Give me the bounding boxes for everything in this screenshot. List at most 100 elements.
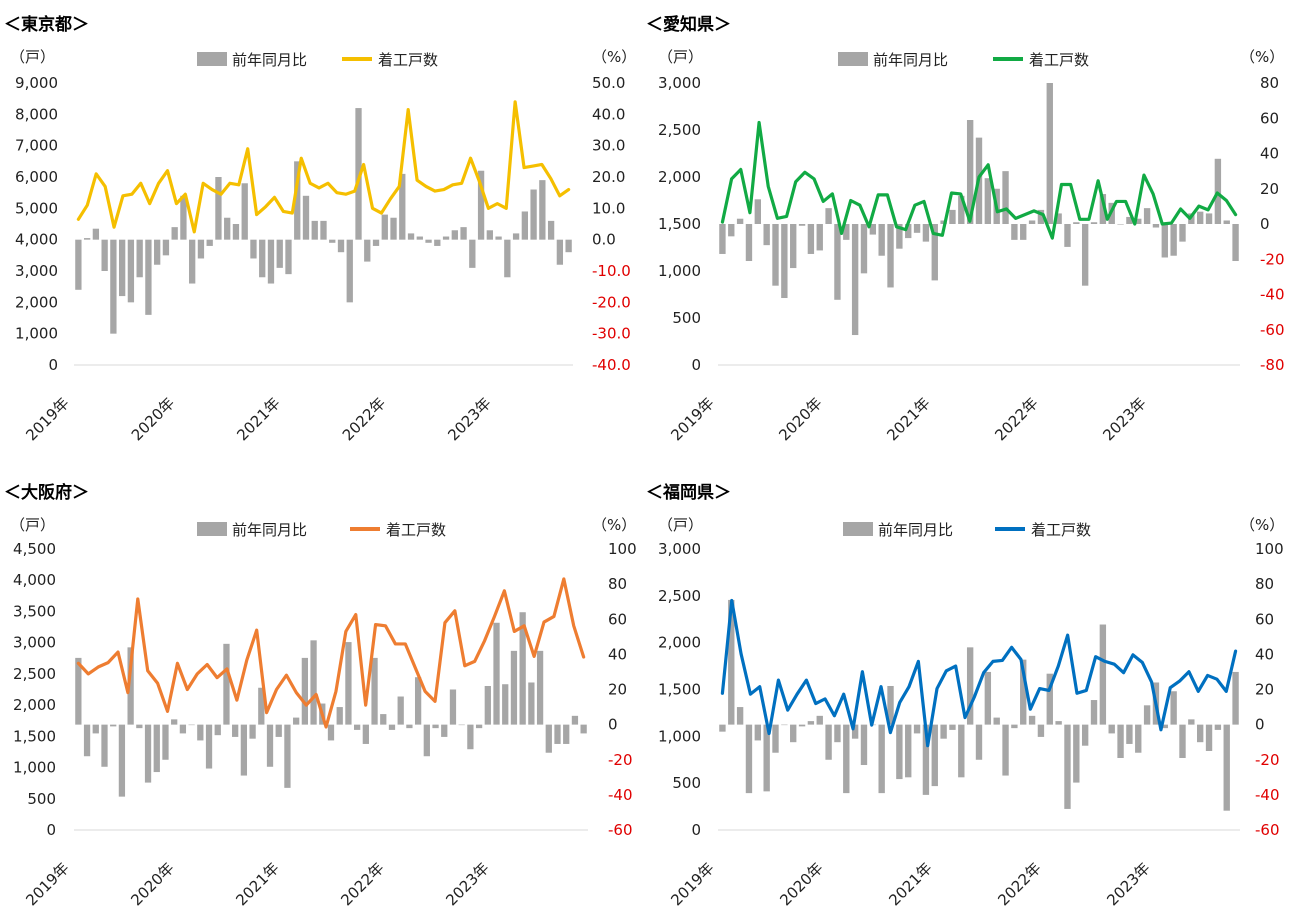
right-tick-label: -60 <box>608 821 633 839</box>
yoy-bar <box>563 724 570 744</box>
yoy-bar <box>258 687 265 725</box>
yoy-bar <box>1055 213 1062 224</box>
legend-bar-label: 前年同月比 <box>873 51 948 69</box>
yoy-bar <box>372 239 380 246</box>
yoy-bar <box>495 236 502 240</box>
yoy-bar <box>719 224 726 254</box>
yoy-bar <box>136 724 143 729</box>
yoy-bar <box>878 724 885 794</box>
yoy-bar <box>1214 158 1222 224</box>
yoy-bar <box>188 724 195 726</box>
chart-osaka: ＜大阪府＞ （戸） （%） 前年同月比 着工戸数 4,500 4,000 3,500… <box>4 482 637 909</box>
yoy-bar <box>772 724 779 753</box>
yoy-bar <box>528 682 535 725</box>
yoy-bar <box>530 189 537 240</box>
left-tick-label: 0 <box>691 821 701 839</box>
right-tick-label: -60 <box>1260 321 1285 339</box>
yoy-bar <box>896 224 903 249</box>
yoy-bar <box>556 239 564 265</box>
yoy-bar <box>851 724 859 739</box>
yoy-bar <box>1081 224 1089 286</box>
year-label: 2022年 <box>337 859 387 909</box>
left-tick-label: 2,500 <box>13 665 56 683</box>
yoy-bar <box>75 239 82 290</box>
yoy-bar <box>772 224 779 286</box>
right-axis-unit: （%） <box>592 48 636 66</box>
year-label: 2021年 <box>885 859 935 909</box>
right-tick-label: -20 <box>1260 250 1285 268</box>
yoy-bar <box>390 217 397 240</box>
yoy-bar <box>484 685 491 725</box>
yoy-bar <box>1064 224 1071 247</box>
yoy-bar <box>1046 83 1053 224</box>
yoy-bar <box>346 239 353 303</box>
yoy-bar <box>958 724 965 778</box>
year-label: 2023年 <box>1103 859 1153 909</box>
yoy-bar <box>896 724 903 780</box>
yoy-bar <box>145 239 152 315</box>
yoy-bar <box>1188 719 1195 725</box>
yoy-bar <box>745 724 753 794</box>
yoy-bar <box>510 650 518 725</box>
yoy-bar <box>311 220 318 240</box>
yoy-bar <box>153 724 160 773</box>
yoy-bar <box>364 239 371 262</box>
yoy-bar <box>1223 724 1230 811</box>
year-label: 2020年 <box>128 394 178 444</box>
yoy-bar <box>101 239 108 271</box>
yoy-bar <box>119 239 126 297</box>
yoy-bar <box>887 685 894 725</box>
yoy-bar <box>860 724 868 766</box>
year-label: 2019年 <box>22 394 72 444</box>
yoy-bar <box>843 724 850 794</box>
right-tick-label: -40 <box>608 786 633 804</box>
yoy-bar <box>493 622 500 725</box>
right-tick-label: 20.0 <box>592 168 625 186</box>
yoy-bar <box>301 657 308 725</box>
yoy-bar <box>205 724 213 769</box>
yoy-bar <box>92 228 100 240</box>
yoy-bar <box>406 724 413 729</box>
year-label: 2022年 <box>991 394 1041 444</box>
yoy-bar <box>984 671 992 725</box>
yoy-bar <box>754 724 761 741</box>
yoy-bar <box>460 227 467 240</box>
yoy-bar <box>1214 724 1222 730</box>
year-label: 2021年 <box>232 859 282 909</box>
yoy-bar <box>547 220 555 240</box>
yoy-bar <box>728 224 735 237</box>
left-tick-label: 3,000 <box>13 634 56 652</box>
left-tick-label: 1,000 <box>13 759 56 777</box>
right-tick-label: 80 <box>608 575 627 593</box>
yoy-bar <box>878 224 885 256</box>
yoy-bar <box>887 224 894 288</box>
yoy-bar <box>355 108 362 240</box>
yoy-bar <box>1232 224 1239 262</box>
yoy-bar <box>399 173 406 240</box>
left-tick-label: 4,000 <box>15 231 58 249</box>
yoy-bar <box>267 239 275 284</box>
yoy-bar <box>545 724 552 753</box>
yoy-bar <box>371 657 378 725</box>
yoy-bar <box>92 724 99 734</box>
yoy-bar <box>432 724 439 729</box>
yoy-bar <box>380 714 387 725</box>
right-tick-label: 60 <box>608 610 627 628</box>
left-axis-unit: （戸） <box>658 48 703 66</box>
right-tick-label: 20 <box>608 681 627 699</box>
legend-bar-swatch <box>197 52 227 66</box>
left-axis-unit: （戸） <box>10 516 55 534</box>
yoy-bar <box>189 239 196 284</box>
yoy-bar <box>434 239 441 246</box>
yoy-bar <box>851 224 859 336</box>
yoy-bar <box>223 643 230 725</box>
right-tick-label: 40.0 <box>592 105 625 123</box>
yoy-bar <box>469 239 476 268</box>
yoy-bar <box>502 684 509 725</box>
yoy-bar <box>451 230 458 240</box>
left-tick-label: 3,000 <box>15 262 58 280</box>
yoy-bar <box>1223 220 1230 224</box>
right-tick-label: 0 <box>1255 716 1265 734</box>
left-tick-label: 1,000 <box>15 325 58 343</box>
right-tick-label: 80 <box>1255 575 1274 593</box>
